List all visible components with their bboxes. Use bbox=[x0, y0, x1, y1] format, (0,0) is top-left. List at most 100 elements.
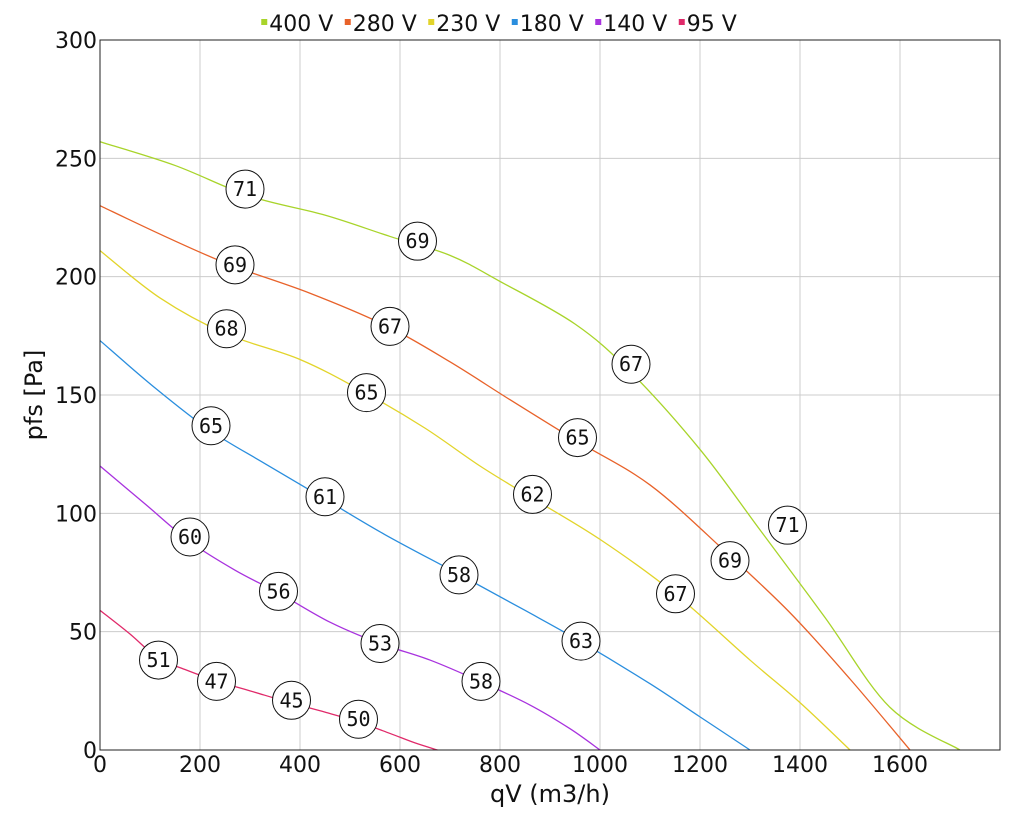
noise-marker-circle bbox=[439, 555, 479, 595]
noise-marker: 69 bbox=[398, 221, 437, 261]
noise-marker-circle bbox=[197, 661, 236, 701]
noise-marker-circle bbox=[272, 680, 311, 720]
noise-marker: 67 bbox=[611, 344, 651, 384]
noise-markers: 71 69 67 71 69 67 65 69 68 65 62 67 65 61 58 63 60 56 53 58… bbox=[139, 169, 807, 739]
noise-marker-label: 63 bbox=[569, 629, 593, 653]
x-tick-label: 1000 bbox=[572, 753, 628, 778]
noise-marker-label: 65 bbox=[199, 414, 223, 438]
y-axis-ticks: 0 50 100 150 200 250 300 bbox=[55, 29, 97, 764]
y-tick-label: 250 bbox=[55, 147, 97, 172]
noise-marker: 71 bbox=[225, 169, 265, 209]
noise-marker-label: 69 bbox=[223, 253, 247, 277]
noise-marker: 65 bbox=[347, 373, 386, 413]
legend-label: 140 V bbox=[603, 12, 667, 37]
noise-marker-circle bbox=[561, 621, 601, 661]
noise-marker: 60 bbox=[170, 517, 210, 557]
y-tick-label: 200 bbox=[55, 266, 97, 291]
legend-swatch bbox=[595, 19, 602, 25]
x-axis-label: qV (m3/h) bbox=[490, 780, 610, 808]
x-tick-label: 600 bbox=[379, 753, 421, 778]
noise-marker-label: 65 bbox=[354, 381, 378, 405]
curve-400v bbox=[99, 141, 961, 751]
noise-marker-circle bbox=[259, 571, 298, 611]
noise-marker-label: 67 bbox=[619, 352, 643, 376]
noise-marker: 67 bbox=[370, 306, 410, 346]
noise-marker-label: 65 bbox=[565, 426, 589, 450]
noise-marker-circle bbox=[461, 661, 501, 701]
legend-label: 400 V bbox=[269, 12, 333, 37]
legend-label: 280 V bbox=[353, 12, 417, 37]
x-tick-label: 0 bbox=[93, 753, 107, 778]
y-tick-label: 50 bbox=[69, 621, 97, 646]
noise-marker-label: 56 bbox=[266, 579, 290, 603]
noise-marker-circle bbox=[225, 169, 265, 209]
legend-swatch bbox=[261, 19, 268, 25]
noise-marker-circle bbox=[710, 541, 750, 581]
legend-swatch bbox=[678, 19, 685, 25]
noise-marker: 65 bbox=[191, 406, 231, 446]
noise-marker: 58 bbox=[439, 555, 479, 595]
noise-marker: 56 bbox=[259, 571, 298, 611]
noise-marker-label: 60 bbox=[178, 525, 202, 549]
noise-marker-circle bbox=[370, 306, 410, 346]
legend-swatch bbox=[344, 19, 351, 25]
legend-label: 230 V bbox=[436, 12, 500, 37]
x-tick-label: 800 bbox=[479, 753, 521, 778]
x-tick-label: 1400 bbox=[772, 753, 828, 778]
noise-marker-circle bbox=[347, 373, 386, 413]
noise-marker: 62 bbox=[513, 474, 552, 514]
legend-label: 180 V bbox=[520, 12, 584, 37]
y-tick-label: 0 bbox=[83, 739, 97, 764]
noise-marker-label: 62 bbox=[520, 482, 544, 506]
noise-marker-label: 50 bbox=[346, 707, 370, 731]
noise-marker-circle bbox=[191, 406, 231, 446]
noise-marker: 65 bbox=[558, 418, 597, 458]
noise-marker: 68 bbox=[207, 309, 246, 349]
x-tick-label: 1200 bbox=[672, 753, 728, 778]
noise-marker-circle bbox=[558, 418, 597, 458]
noise-marker-label: 71 bbox=[233, 177, 257, 201]
noise-marker-circle bbox=[656, 574, 695, 614]
noise-marker: 69 bbox=[710, 541, 750, 581]
noise-marker-circle bbox=[398, 221, 437, 261]
x-tick-label: 400 bbox=[279, 753, 321, 778]
legend-item: 400 V bbox=[261, 12, 333, 37]
noise-marker-label: 53 bbox=[368, 632, 392, 656]
y-tick-label: 300 bbox=[55, 29, 97, 54]
noise-marker-label: 69 bbox=[405, 229, 429, 253]
noise-marker-label: 67 bbox=[663, 582, 687, 606]
y-axis-label: pfs [Pa] bbox=[20, 350, 48, 441]
noise-marker-circle bbox=[611, 344, 651, 384]
noise-marker-circle bbox=[170, 517, 210, 557]
noise-marker-label: 58 bbox=[447, 563, 471, 587]
legend-item: 95 V bbox=[678, 12, 737, 37]
y-tick-label: 150 bbox=[55, 384, 97, 409]
grid bbox=[99, 39, 1000, 751]
noise-marker: 50 bbox=[339, 699, 378, 739]
noise-marker-label: 68 bbox=[214, 317, 238, 341]
plot-frame bbox=[99, 39, 1001, 751]
noise-marker: 51 bbox=[139, 640, 178, 680]
noise-marker: 71 bbox=[768, 505, 807, 545]
legend-item: 140 V bbox=[595, 12, 667, 37]
noise-marker-circle bbox=[360, 624, 400, 663]
legend-swatch bbox=[428, 19, 435, 25]
noise-marker-label: 69 bbox=[718, 549, 742, 573]
noise-marker-circle bbox=[513, 474, 552, 514]
noise-marker-circle bbox=[305, 477, 345, 517]
y-tick-label: 100 bbox=[55, 502, 97, 527]
noise-marker-label: 45 bbox=[279, 688, 303, 712]
noise-marker-label: 58 bbox=[469, 669, 493, 693]
noise-marker-circle bbox=[139, 640, 178, 680]
noise-marker-circle bbox=[207, 309, 246, 349]
noise-marker: 67 bbox=[656, 574, 695, 614]
legend-item: 180 V bbox=[511, 12, 584, 37]
noise-marker-circle bbox=[339, 699, 378, 739]
noise-marker-circle bbox=[768, 505, 807, 545]
noise-marker-circle bbox=[215, 245, 255, 285]
x-axis-ticks: 0 200 400 600 800 1000 1200 1400 1600 bbox=[93, 753, 928, 778]
noise-marker-label: 61 bbox=[313, 485, 337, 509]
performance-curves bbox=[99, 141, 961, 751]
noise-marker-label: 47 bbox=[204, 669, 228, 693]
